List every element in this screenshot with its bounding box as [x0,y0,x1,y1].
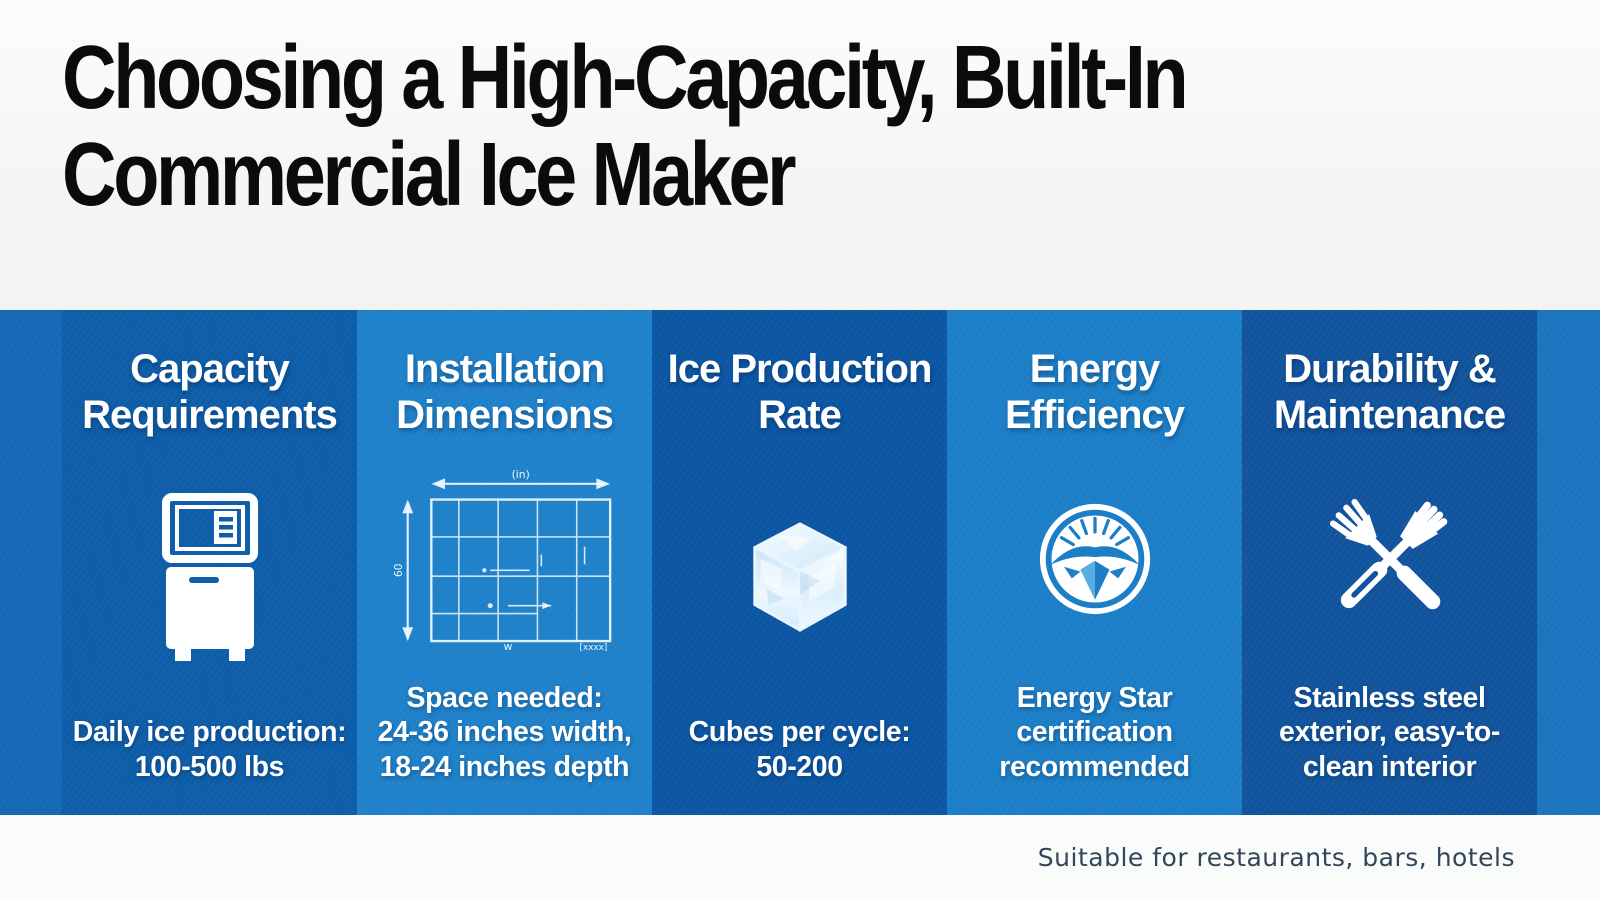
panel-installation-dimensions: Installation Dimensions [357,310,652,815]
footer: Suitable for restaurants, bars, hotels [0,815,1600,900]
panel-title: Energy Efficiency [1005,347,1185,437]
panel-title: Capacity Requirements [82,347,338,437]
header: Choosing a High-Capacity, Built-In Comme… [0,0,1600,310]
panel-caption: Stainless steel exterior, easy-to- clean… [1279,681,1500,784]
page-title: Choosing a High-Capacity, Built-In Comme… [62,28,1600,226]
panel-caption: Daily ice production: 100-500 lbs [72,716,347,784]
energy-star-badge-icon [1037,438,1153,681]
blueprint-corner-label: [xxxx] [579,643,607,651]
panel-caption: Space needed: 24-36 inches width, 18-24 … [377,681,632,784]
panel-title: Durability & Maintenance [1273,347,1506,437]
panel-ice-production-rate: Ice Production Rate [652,310,947,815]
ice-cube-icon [741,438,859,715]
blueprint-grid-icon: (in) 60 w [xxxx] [392,438,618,681]
page-title-text: Choosing a High-Capacity, Built-In Comme… [62,28,1189,226]
panel-title: Ice Production Rate [667,347,933,437]
left-edge-strip [0,310,62,815]
blueprint-top-label: (in) [511,468,529,481]
panel-title: Installation Dimensions [396,347,614,437]
panel-band: Capacity Requirements Daily ice producti… [0,310,1600,815]
panel-caption: Energy Star certification recommended [999,681,1190,784]
footer-note: Suitable for restaurants, bars, hotels [1037,843,1515,872]
blueprint-left-label: 60 [392,563,405,577]
panel-capacity-requirements: Capacity Requirements Daily ice producti… [62,310,357,815]
blueprint-bottom-label: w [503,640,512,651]
crossed-forks-icon [1314,438,1466,681]
panel-energy-efficiency: Energy Efficiency [947,310,1242,815]
panel-caption: Cubes per cycle: 50-200 [688,716,911,784]
right-edge-strip [1537,310,1600,815]
panel-durability-maintenance: Durability & Maintenance [1242,310,1537,815]
ice-maker-machine-icon [160,438,260,715]
